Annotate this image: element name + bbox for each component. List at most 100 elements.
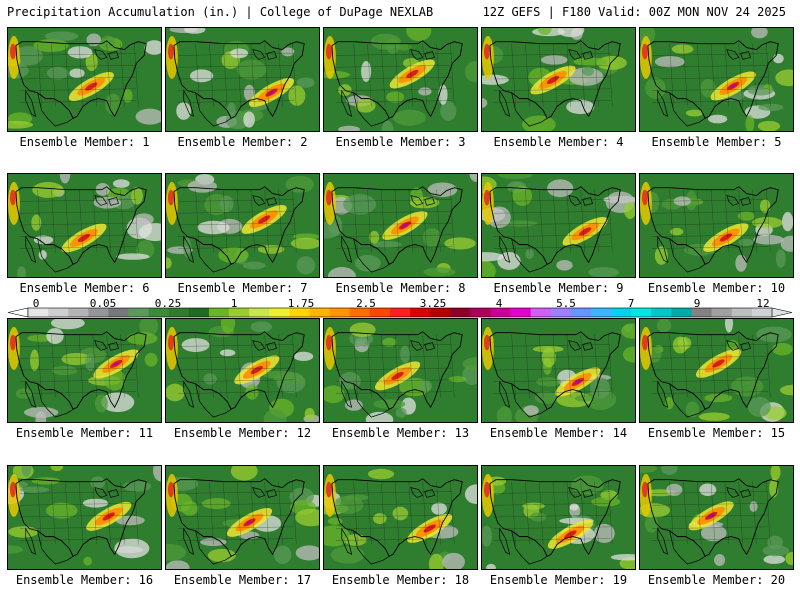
- colorbar-tick-label: 1: [230, 297, 238, 310]
- colorbar-swatch: [28, 308, 49, 317]
- colorbar-swatch: [691, 308, 712, 317]
- colorbar-swatch: [530, 308, 552, 317]
- member-caption: Ensemble Member: 6: [19, 281, 150, 295]
- member-precip-map: [481, 318, 636, 423]
- ensemble-member-panel: Ensemble Member: 10: [639, 173, 794, 295]
- colorbar-tick-label: 12: [756, 297, 770, 310]
- member-precip-map: [481, 173, 636, 278]
- colorbar-swatch: [208, 308, 230, 317]
- colorbar-swatch: [490, 308, 511, 317]
- colorbar-tick-label: 7: [627, 297, 635, 310]
- ensemble-member-panel: Ensemble Member: 6: [7, 173, 162, 295]
- colorbar-swatch: [88, 308, 109, 317]
- colorbar-swatch: [68, 308, 89, 317]
- member-caption: Ensemble Member: 18: [331, 573, 470, 587]
- colorbar-swatch: [470, 308, 491, 317]
- colorbar-swatch: [510, 308, 532, 317]
- colorbar-tick-label: 5.5: [556, 297, 576, 310]
- member-caption: Ensemble Member: 11: [15, 426, 154, 440]
- ensemble-member-panel: Ensemble Member: 16: [7, 465, 162, 587]
- ensemble-member-panel: Ensemble Member: 15: [639, 318, 794, 440]
- colorbar-tick-label: 9: [693, 297, 701, 310]
- colorbar-swatch: [410, 308, 431, 317]
- run-valid-info: 12Z GEFS | F180 Valid: 00Z MON NOV 24 20…: [482, 5, 786, 19]
- colorbar-tick-label: 0: [32, 297, 40, 310]
- colorbar-swatch: [108, 308, 129, 317]
- member-precip-map: [323, 318, 478, 423]
- colorbar-swatch: [611, 308, 632, 317]
- ensemble-member-panel: Ensemble Member: 5: [639, 27, 794, 149]
- colorbar-swatch: [711, 308, 733, 317]
- member-caption: Ensemble Member: 10: [647, 281, 786, 295]
- member-caption: Ensemble Member: 19: [489, 573, 628, 587]
- colorbar-tick-label: 3.25: [419, 297, 447, 310]
- ensemble-member-panel: Ensemble Member: 20: [639, 465, 794, 587]
- member-caption: Ensemble Member: 16: [15, 573, 154, 587]
- colorbar-swatch: [751, 308, 773, 317]
- colorbar-border: [27, 307, 773, 318]
- ensemble-member-panel: Ensemble Member: 2: [165, 27, 320, 149]
- member-caption: Ensemble Member: 8: [335, 281, 466, 295]
- member-precip-map: [481, 465, 636, 570]
- colorbar-swatch: [651, 308, 672, 317]
- colorbar-tick-label: 1.75: [287, 297, 315, 310]
- colorbar-swatch: [48, 308, 69, 317]
- colorbar-swatch: [329, 308, 351, 317]
- ensemble-member-panel: Ensemble Member: 8: [323, 173, 478, 295]
- colorbar-swatch: [430, 308, 451, 317]
- colorbar-swatch: [168, 308, 190, 317]
- member-precip-map: [639, 318, 794, 423]
- ensemble-member-panel: Ensemble Member: 4: [481, 27, 636, 149]
- member-precip-map: [7, 465, 162, 570]
- map-title: Precipitation Accumulation (in.) | Colle…: [7, 5, 434, 19]
- member-precip-map: [323, 173, 478, 278]
- ensemble-member-panel: Ensemble Member: 11: [7, 318, 162, 440]
- member-caption: Ensemble Member: 15: [647, 426, 786, 440]
- member-precip-map: [7, 27, 162, 132]
- member-caption: Ensemble Member: 20: [647, 573, 786, 587]
- member-caption: Ensemble Member: 4: [493, 135, 624, 149]
- member-caption: Ensemble Member: 5: [651, 135, 782, 149]
- member-precip-map: [165, 465, 320, 570]
- colorbar-end-arrow: [771, 307, 793, 318]
- colorbar-swatch: [349, 308, 371, 317]
- member-precip-map: [7, 318, 162, 423]
- colorbar-swatch: [229, 308, 250, 317]
- colorbar-tick-label: 4: [495, 297, 503, 310]
- member-caption: Ensemble Member: 9: [493, 281, 624, 295]
- colorbar-swatch: [631, 308, 652, 317]
- ensemble-member-panel: Ensemble Member: 9: [481, 173, 636, 295]
- colorbar-swatch: [289, 308, 310, 317]
- member-precip-map: [481, 27, 636, 132]
- member-caption: Ensemble Member: 3: [335, 135, 466, 149]
- member-precip-map: [639, 173, 794, 278]
- member-precip-map: [165, 27, 320, 132]
- colorbar-swatch: [450, 308, 471, 317]
- colorbar-swatch: [249, 308, 270, 317]
- colorbar-swatch: [671, 308, 692, 317]
- member-precip-map: [165, 318, 320, 423]
- member-precip-map: [639, 27, 794, 132]
- member-caption: Ensemble Member: 2: [177, 135, 308, 149]
- colorbar-tick-label: 0.05: [89, 297, 117, 310]
- ensemble-member-panel: Ensemble Member: 19: [481, 465, 636, 587]
- ensemble-member-panel: Ensemble Member: 13: [323, 318, 478, 440]
- colorbar-swatch: [731, 308, 753, 317]
- member-caption: Ensemble Member: 13: [331, 426, 470, 440]
- colorbar-swatch: [369, 308, 391, 317]
- colorbar-swatch: [148, 308, 170, 317]
- colorbar-swatch: [389, 308, 411, 317]
- colorbar-swatch: [269, 308, 290, 317]
- member-caption: Ensemble Member: 14: [489, 426, 628, 440]
- colorbar-swatch: [128, 308, 149, 317]
- colorbar-swatch: [188, 308, 210, 317]
- member-precip-map: [323, 27, 478, 132]
- member-precip-map: [7, 173, 162, 278]
- colorbar-swatch: [309, 308, 330, 317]
- ensemble-member-panel: Ensemble Member: 7: [165, 173, 320, 295]
- colorbar-end-arrow: [7, 307, 29, 318]
- precip-colorbar: [7, 307, 793, 318]
- ensemble-member-panel: Ensemble Member: 12: [165, 318, 320, 440]
- ensemble-member-panel: Ensemble Member: 3: [323, 27, 478, 149]
- member-caption: Ensemble Member: 17: [173, 573, 312, 587]
